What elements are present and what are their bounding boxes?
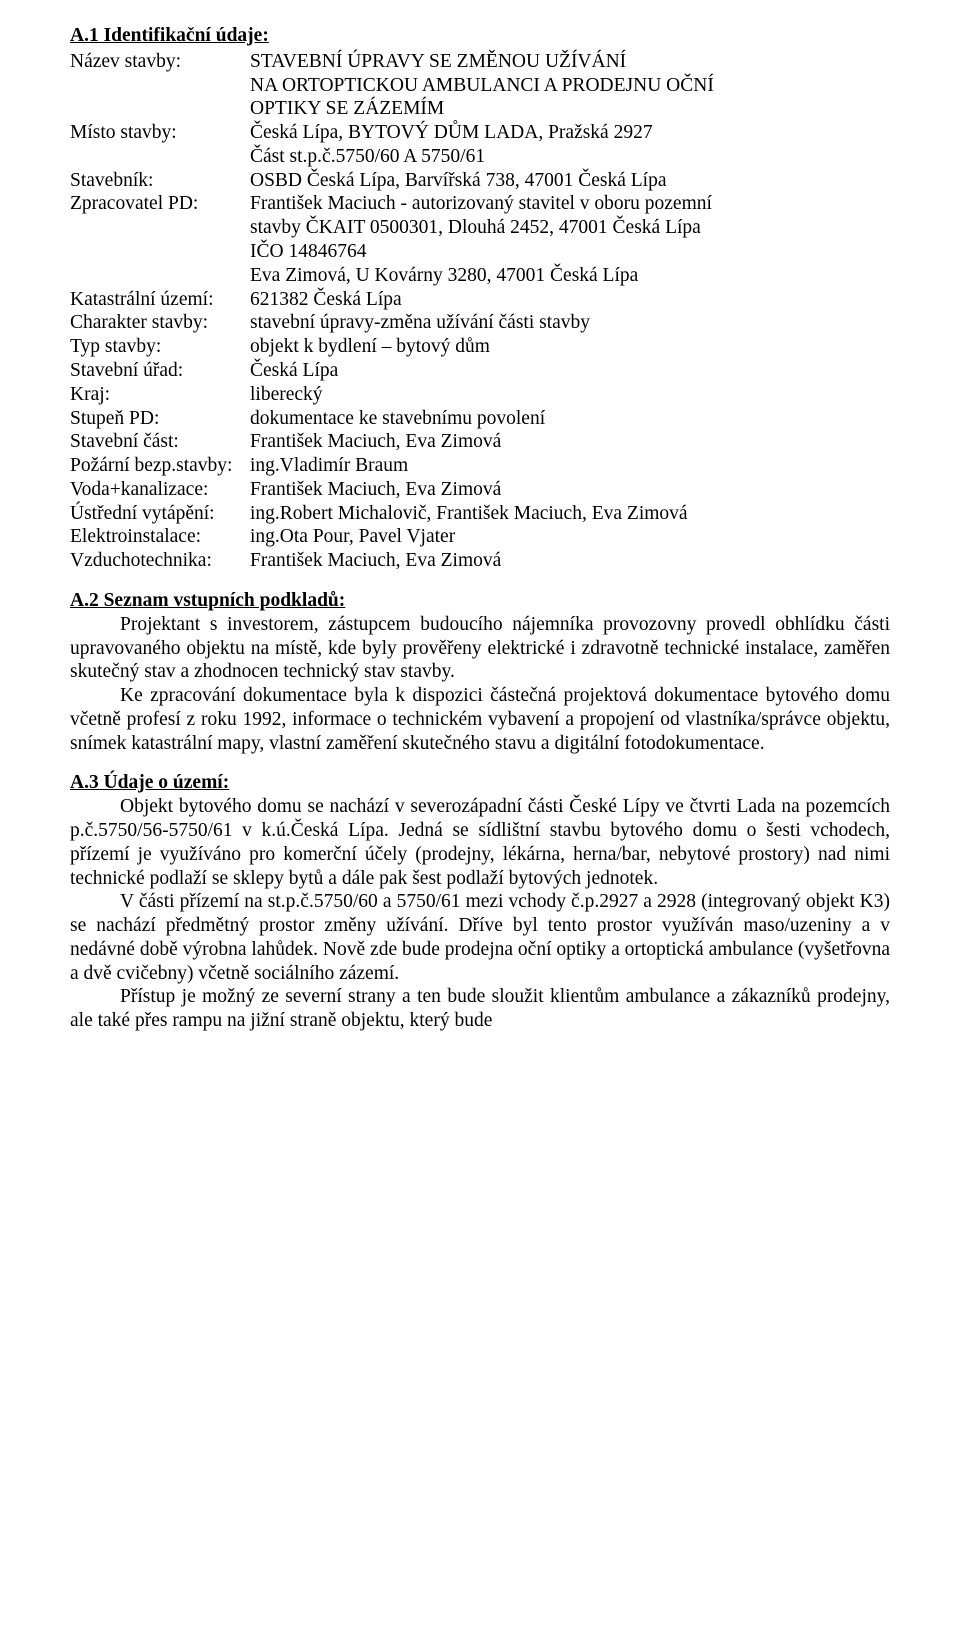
info-label: Místo stavby: (70, 121, 250, 145)
info-label: Voda+kanalizace: (70, 478, 250, 502)
paragraph: Přístup je možný ze severní strany a ten… (70, 985, 890, 1033)
info-label: Název stavby: (70, 50, 250, 74)
paragraph: V části přízemí na st.p.č.5750/60 a 5750… (70, 890, 890, 985)
info-value: liberecký (250, 383, 890, 407)
info-row: Elektroinstalace:ing.Ota Pour, Pavel Vja… (70, 525, 890, 549)
info-value: objekt k bydlení – bytový dům (250, 335, 890, 359)
info-row: Typ stavby:objekt k bydlení – bytový dům (70, 335, 890, 359)
info-value: ing.Vladimír Braum (250, 454, 890, 478)
info-value: Česká Lípa (250, 359, 890, 383)
info-row: Voda+kanalizace:František Maciuch, Eva Z… (70, 478, 890, 502)
info-value: František Maciuch, Eva Zimová (250, 549, 890, 573)
info-label: Stavebník: (70, 169, 250, 193)
info-label: Stavební úřad: (70, 359, 250, 383)
info-value-cont: stavby ČKAIT 0500301, Dlouhá 2452, 47001… (70, 216, 890, 240)
info-row: Stavebník:OSBD Česká Lípa, Barvířská 738… (70, 169, 890, 193)
paragraph: Projektant s investorem, zástupcem budou… (70, 613, 890, 684)
info-value-cont: Eva Zimová, U Kovárny 3280, 47001 Česká … (70, 264, 890, 288)
paragraph: Ke zpracování dokumentace byla k dispozi… (70, 684, 890, 755)
info-value: STAVEBNÍ ÚPRAVY SE ZMĚNOU UŽÍVÁNÍ (250, 50, 890, 74)
info-value: ing.Robert Michalovič, František Maciuch… (250, 502, 890, 526)
info-block-a1: Název stavby:STAVEBNÍ ÚPRAVY SE ZMĚNOU U… (70, 50, 890, 573)
info-row: Název stavby:STAVEBNÍ ÚPRAVY SE ZMĚNOU U… (70, 50, 890, 74)
info-value: František Maciuch, Eva Zimová (250, 430, 890, 454)
section-a2: A.2 Seznam vstupních podkladů: Projektan… (70, 589, 890, 755)
info-value-cont: Část st.p.č.5750/60 A 5750/61 (70, 145, 890, 169)
info-label: Elektroinstalace: (70, 525, 250, 549)
info-row: Katastrální území:621382 Česká Lípa (70, 288, 890, 312)
heading-a3: A.3 Údaje o území: (70, 771, 890, 795)
info-value-cont: NA ORTOPTICKOU AMBULANCI A PRODEJNU OČNÍ (70, 74, 890, 98)
info-value: Česká Lípa, BYTOVÝ DŮM LADA, Pražská 292… (250, 121, 890, 145)
heading-a1: A.1 Identifikační údaje: (70, 24, 890, 48)
info-row: Ústřední vytápění:ing.Robert Michalovič,… (70, 502, 890, 526)
info-label: Stupeň PD: (70, 407, 250, 431)
info-label: Požární bezp.stavby: (70, 454, 250, 478)
info-value: OSBD Česká Lípa, Barvířská 738, 47001 Če… (250, 169, 890, 193)
info-row: Kraj:liberecký (70, 383, 890, 407)
info-value: 621382 Česká Lípa (250, 288, 890, 312)
info-label: Zpracovatel PD: (70, 192, 250, 216)
info-value: František Maciuch, Eva Zimová (250, 478, 890, 502)
info-row: Stavební úřad:Česká Lípa (70, 359, 890, 383)
info-row: Stupeň PD:dokumentace ke stavebnímu povo… (70, 407, 890, 431)
info-row: Zpracovatel PD:František Maciuch - autor… (70, 192, 890, 216)
info-label: Stavební část: (70, 430, 250, 454)
info-label: Kraj: (70, 383, 250, 407)
info-label: Vzduchotechnika: (70, 549, 250, 573)
info-value: ing.Ota Pour, Pavel Vjater (250, 525, 890, 549)
heading-a2: A.2 Seznam vstupních podkladů: (70, 589, 890, 613)
info-row: Charakter stavby:stavební úpravy-změna u… (70, 311, 890, 335)
section-a1: A.1 Identifikační údaje: Název stavby:ST… (70, 24, 890, 573)
info-label: Typ stavby: (70, 335, 250, 359)
info-value: František Maciuch - autorizovaný stavite… (250, 192, 890, 216)
info-row: Vzduchotechnika:František Maciuch, Eva Z… (70, 549, 890, 573)
info-label: Katastrální území: (70, 288, 250, 312)
info-row: Stavební část:František Maciuch, Eva Zim… (70, 430, 890, 454)
info-row: Požární bezp.stavby:ing.Vladimír Braum (70, 454, 890, 478)
info-row: Místo stavby:Česká Lípa, BYTOVÝ DŮM LADA… (70, 121, 890, 145)
info-label: Charakter stavby: (70, 311, 250, 335)
info-value: dokumentace ke stavebnímu povolení (250, 407, 890, 431)
paragraph: Objekt bytového domu se nachází v severo… (70, 795, 890, 890)
section-a3: A.3 Údaje o území: Objekt bytového domu … (70, 771, 890, 1033)
info-label: Ústřední vytápění: (70, 502, 250, 526)
info-value-cont: OPTIKY SE ZÁZEMÍM (70, 97, 890, 121)
info-value: stavební úpravy-změna užívání části stav… (250, 311, 890, 335)
info-value-cont: IČO 14846764 (70, 240, 890, 264)
